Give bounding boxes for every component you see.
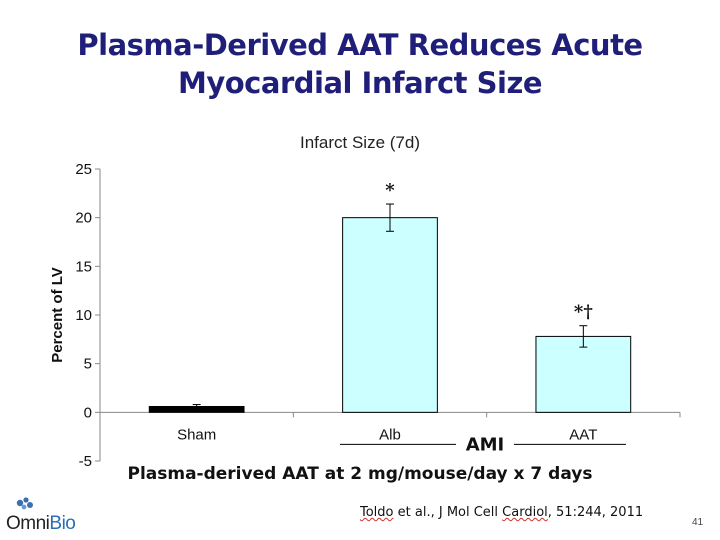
bar-chart: Infarct Size (7d) Percent of LV -5 0 5 10 15… <box>49 133 681 470</box>
omnibio-logo <box>6 496 96 536</box>
y-tick-label: 15 <box>75 258 92 275</box>
chart-title: Infarct Size (7d) <box>300 133 420 152</box>
significance-marker: *† <box>574 302 593 323</box>
y-tick-label: 0 <box>84 404 92 421</box>
group-label: AMI <box>466 434 505 455</box>
plot-area: -5 0 5 10 15 20 25 Sham Alb * AAT *† AMI <box>75 161 681 470</box>
slide-title-line2: Myocardial Infarct Size <box>178 66 543 100</box>
chart-caption: Plasma-derived AAT at 2 mg/mouse/day x 7… <box>127 464 593 484</box>
y-tick-label: 25 <box>75 161 92 178</box>
citation-end: , 51:244, 2011 <box>547 505 644 520</box>
citation-author: Toldo <box>360 505 394 520</box>
x-tick-label: AAT <box>569 426 597 443</box>
slide-title-line1: Plasma-Derived AAT Reduces Acute <box>77 28 643 62</box>
y-tick-label: 10 <box>75 307 92 324</box>
x-tick-label: Alb <box>379 426 401 443</box>
citation: Toldo et al., J Mol Cell Cardiol, 51:244… <box>360 505 643 520</box>
slide-title: Plasma-Derived AAT Reduces Acute Myocard… <box>0 26 720 102</box>
citation-middle: et al., J Mol Cell <box>393 505 503 520</box>
citation-journal: Cardiol <box>502 505 548 520</box>
y-tick-label: -5 <box>79 453 92 470</box>
significance-marker: * <box>385 180 395 201</box>
y-axis-label: Percent of LV <box>49 267 66 363</box>
logo-text-bio: Bio <box>49 513 76 534</box>
y-tick-label: 20 <box>75 210 92 227</box>
y-tick-label: 5 <box>84 356 92 373</box>
page-number: 41 <box>692 517 704 528</box>
logo-wordmark: OmniBio <box>6 513 76 535</box>
molecule-icon <box>16 497 33 510</box>
bar-alb <box>342 217 438 413</box>
x-tick-label: Sham <box>177 426 216 443</box>
logo-text-omni: Omni <box>6 513 50 534</box>
bar-aat <box>535 335 632 413</box>
